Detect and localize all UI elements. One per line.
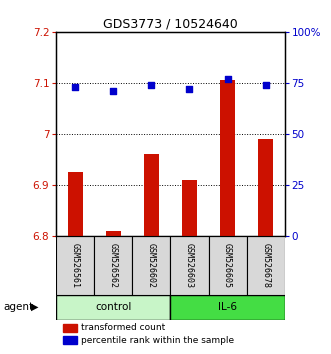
- Bar: [182, 180, 197, 236]
- Text: percentile rank within the sample: percentile rank within the sample: [81, 336, 235, 345]
- Bar: [56, 295, 170, 320]
- Point: [149, 82, 154, 88]
- Bar: [63, 324, 77, 332]
- Bar: [56, 236, 94, 295]
- Text: GSM526562: GSM526562: [109, 243, 118, 288]
- Title: GDS3773 / 10524640: GDS3773 / 10524640: [103, 18, 238, 31]
- Text: GSM526603: GSM526603: [185, 243, 194, 288]
- Point: [225, 76, 230, 82]
- Bar: [220, 80, 235, 236]
- Bar: [63, 336, 77, 344]
- Bar: [170, 236, 209, 295]
- Bar: [106, 231, 120, 236]
- Bar: [247, 236, 285, 295]
- Bar: [68, 172, 82, 236]
- Bar: [144, 154, 159, 236]
- Text: ▶: ▶: [31, 302, 39, 312]
- Text: IL-6: IL-6: [218, 302, 237, 312]
- Point: [263, 82, 268, 88]
- Bar: [209, 236, 247, 295]
- Bar: [132, 236, 170, 295]
- Text: GSM526602: GSM526602: [147, 243, 156, 288]
- Bar: [94, 236, 132, 295]
- Text: agent: agent: [3, 302, 33, 312]
- Bar: [259, 139, 273, 236]
- Point: [187, 86, 192, 92]
- Bar: [170, 295, 285, 320]
- Text: control: control: [95, 302, 131, 312]
- Text: GSM526561: GSM526561: [71, 243, 80, 288]
- Text: GSM526605: GSM526605: [223, 243, 232, 288]
- Point: [72, 84, 78, 90]
- Text: GSM526678: GSM526678: [261, 243, 270, 288]
- Text: transformed count: transformed count: [81, 324, 166, 332]
- Point: [111, 88, 116, 94]
